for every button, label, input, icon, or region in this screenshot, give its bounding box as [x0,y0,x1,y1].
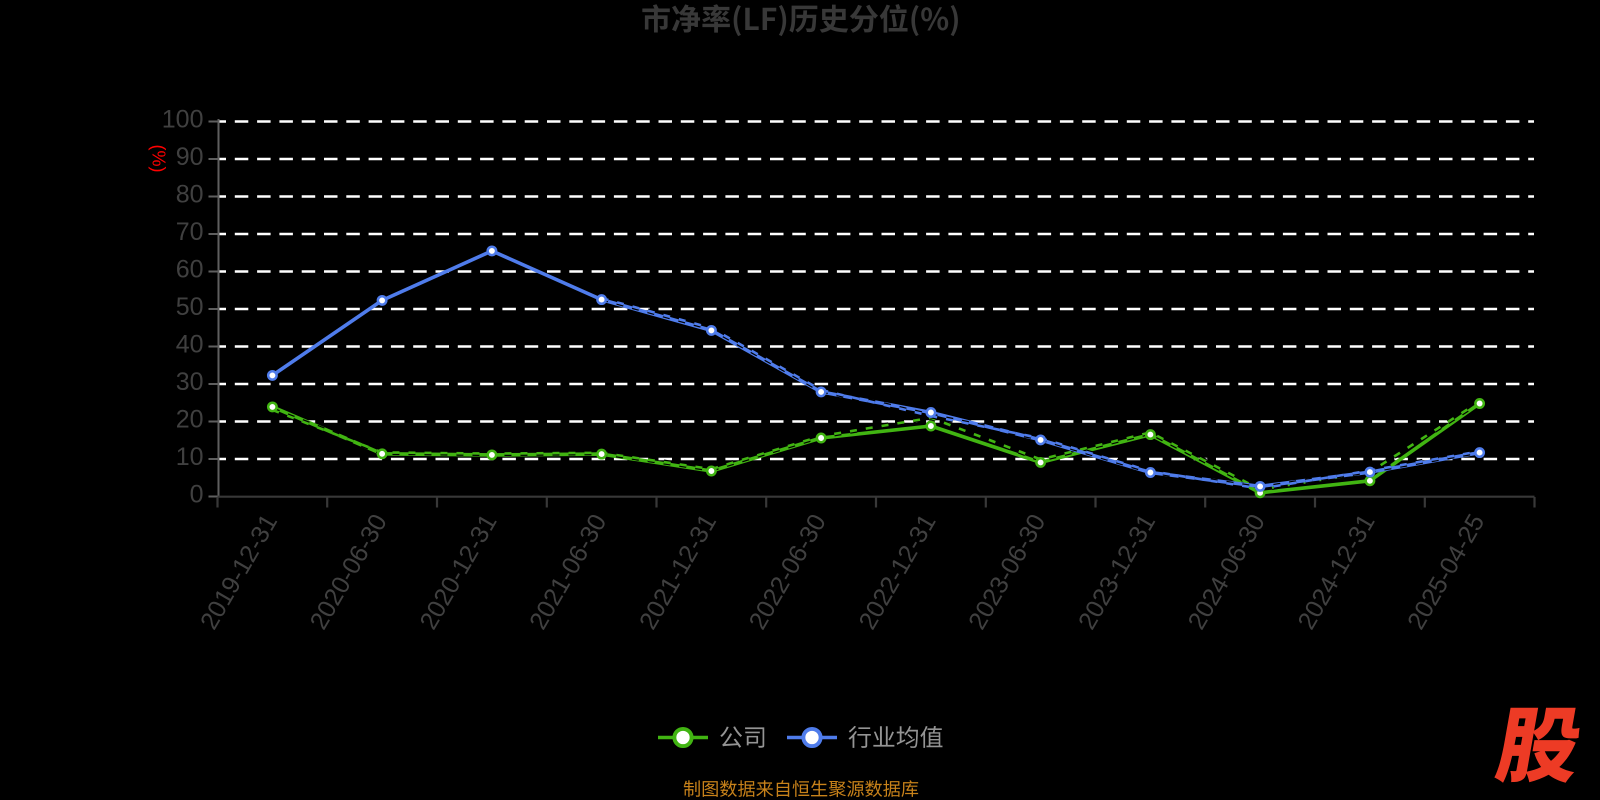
svg-text:0: 0 [190,480,204,508]
svg-text:20: 20 [176,405,204,433]
svg-text:90: 90 [176,143,204,171]
svg-text:40: 40 [176,330,204,358]
svg-text:80: 80 [176,180,204,208]
svg-text:50: 50 [176,293,204,321]
svg-text:30: 30 [176,368,204,396]
svg-text:70: 70 [176,218,204,246]
svg-text:10: 10 [176,443,204,471]
svg-text:(%): (%) [149,145,169,173]
svg-text:100: 100 [162,105,204,133]
svg-text:60: 60 [176,255,204,283]
